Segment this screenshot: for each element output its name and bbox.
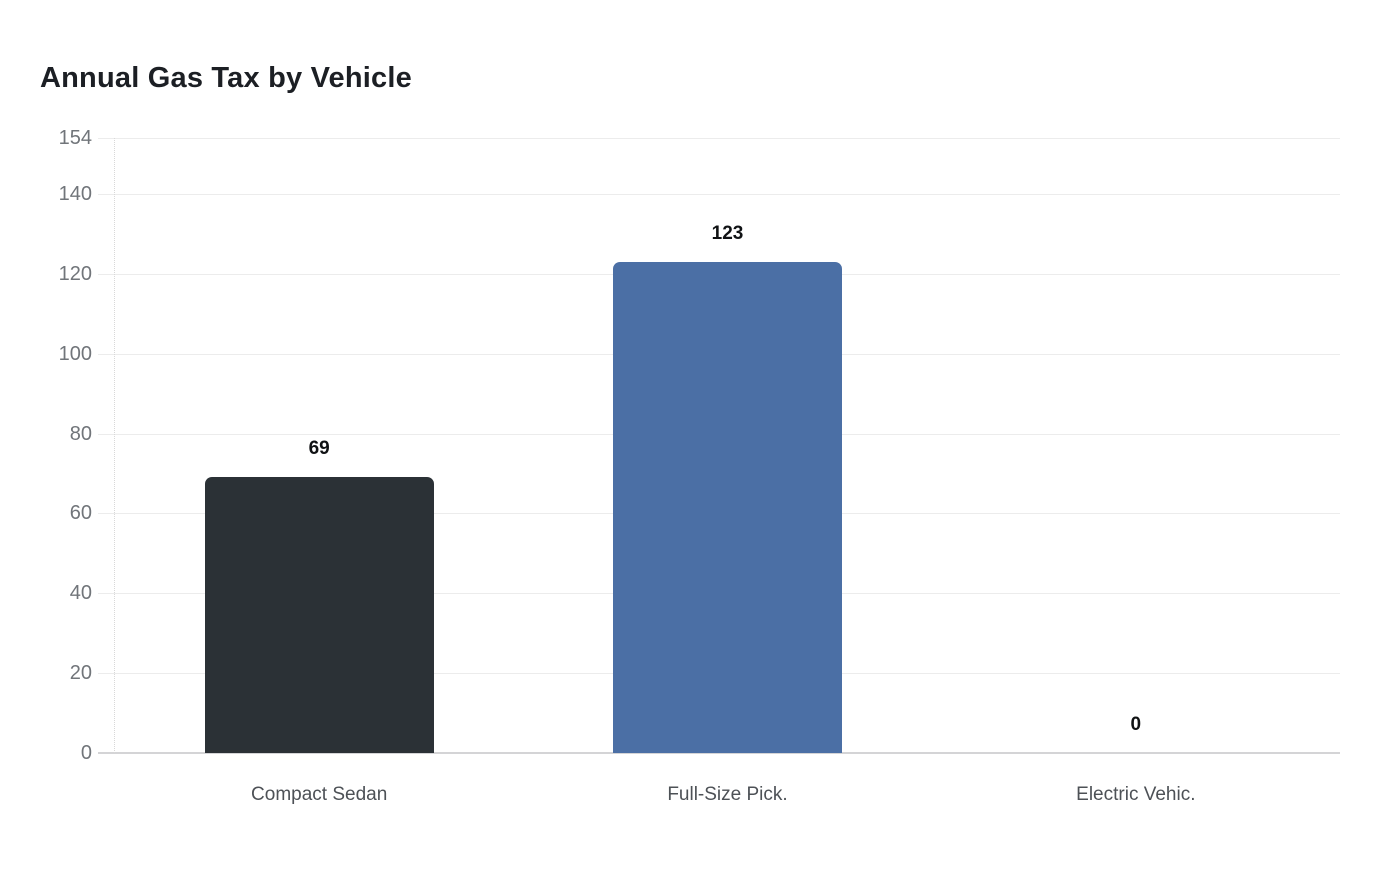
y-tick-label: 140 xyxy=(58,182,92,205)
x-axis-baseline xyxy=(98,752,1340,754)
value-label-electric-vehic: 0 xyxy=(1130,714,1142,735)
bar-full-size-pick[interactable] xyxy=(613,261,842,753)
y-axis-line xyxy=(114,138,115,753)
gridline xyxy=(98,193,1340,195)
bar-compact-sedan[interactable] xyxy=(204,477,434,753)
gridline xyxy=(98,138,1340,139)
y-tick-label: 0 xyxy=(80,742,92,764)
x-tick-label-electric-vehic: Electric Vehic. xyxy=(1076,784,1196,805)
y-tick-label: 80 xyxy=(69,422,92,445)
y-tick-label: 154 xyxy=(58,127,92,149)
x-tick-label-compact-sedan: Compact Sedan xyxy=(251,784,388,805)
y-tick-label: 20 xyxy=(69,662,92,685)
y-tick-label: 120 xyxy=(58,262,92,285)
y-tick-label: 40 xyxy=(69,582,92,605)
y-tick-label: 100 xyxy=(58,342,92,365)
y-tick-label: 60 xyxy=(69,502,92,525)
value-label-compact-sedan: 69 xyxy=(308,438,330,460)
value-label-full-size-pick: 123 xyxy=(711,222,744,244)
chart-title: Annual Gas Tax by Vehicle xyxy=(40,62,412,94)
x-tick-label-full-size-pick: Full-Size Pick. xyxy=(667,784,788,805)
